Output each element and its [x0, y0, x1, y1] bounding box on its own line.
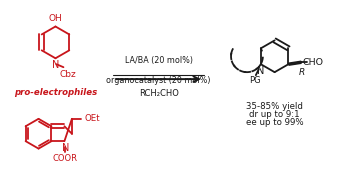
Text: dr up to 9:1: dr up to 9:1: [249, 110, 300, 119]
Text: pro-electrophiles: pro-electrophiles: [14, 88, 97, 97]
Text: N: N: [62, 143, 69, 153]
Text: PG: PG: [249, 76, 261, 85]
Text: 35-85% yield: 35-85% yield: [246, 102, 303, 111]
Text: OEt: OEt: [85, 114, 100, 123]
Text: Cbz: Cbz: [59, 70, 76, 79]
Text: OH: OH: [49, 14, 62, 22]
Text: RCH₂CHO: RCH₂CHO: [138, 89, 178, 98]
Text: LA/BA (20 mol%): LA/BA (20 mol%): [125, 56, 193, 65]
Text: N: N: [257, 66, 265, 76]
Text: ee up to 99%: ee up to 99%: [246, 118, 303, 127]
Text: COOR: COOR: [53, 154, 78, 163]
Text: organocatalyst (20 mol%): organocatalyst (20 mol%): [106, 76, 211, 85]
Text: R: R: [299, 68, 305, 77]
Text: N: N: [52, 60, 59, 70]
Text: CHO: CHO: [303, 58, 324, 67]
